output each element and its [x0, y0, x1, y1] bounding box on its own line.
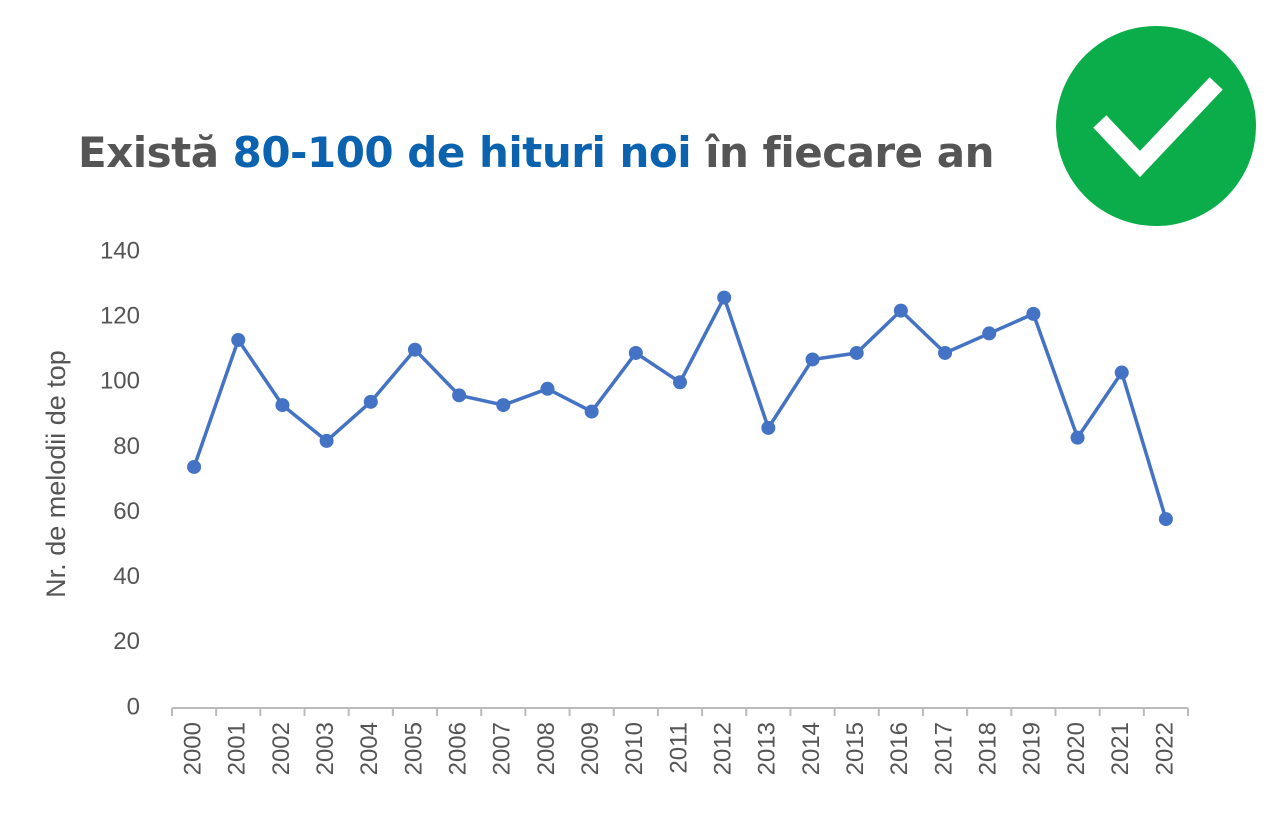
check-icon — [1056, 26, 1256, 226]
title-part: Există — [78, 128, 219, 177]
check-mark — [1093, 77, 1223, 178]
y-tick-label: 40 — [113, 563, 140, 590]
y-tick-label: 100 — [100, 368, 140, 395]
y-tick-label: 120 — [100, 302, 140, 329]
x-tick-label: 2019 — [1019, 722, 1046, 775]
x-tick-label: 2002 — [268, 722, 295, 775]
x-tick-label: 2000 — [179, 722, 206, 775]
x-tick-label: 2014 — [798, 722, 825, 775]
check-circle — [1056, 26, 1256, 226]
x-tick-label: 2003 — [312, 722, 339, 775]
data-point — [761, 420, 776, 435]
data-point — [407, 342, 422, 357]
data-point — [717, 290, 732, 305]
title-part: în fiecare an — [705, 128, 994, 177]
x-tick-label: 2011 — [665, 722, 692, 774]
x-tick-label: 2013 — [754, 722, 781, 775]
x-tick-label: 2022 — [1151, 722, 1178, 775]
x-tick-label: 2018 — [975, 722, 1002, 775]
x-tick-label: 2010 — [621, 722, 648, 775]
data-point — [982, 326, 997, 341]
data-point — [275, 398, 290, 413]
y-tick-label: 60 — [113, 498, 140, 525]
data-point — [805, 352, 820, 367]
data-point — [319, 433, 334, 448]
y-tick-label: 20 — [113, 628, 140, 655]
data-point — [540, 381, 555, 396]
x-tick-label: 2008 — [533, 722, 560, 775]
data-point — [496, 398, 511, 413]
x-tick-label: 2009 — [577, 722, 604, 775]
x-tick-label: 2017 — [930, 722, 957, 775]
x-tick-label: 2007 — [489, 722, 516, 775]
x-tick-label: 2012 — [710, 722, 737, 775]
data-point — [1026, 306, 1041, 321]
data-point — [231, 332, 246, 347]
x-tick-label: 2015 — [842, 722, 869, 775]
data-point — [1114, 365, 1129, 380]
x-tick-label: 2005 — [400, 722, 427, 775]
data-point — [452, 388, 467, 403]
data-point — [584, 404, 599, 419]
data-point — [363, 394, 378, 409]
data-point — [849, 345, 864, 360]
data-point — [1158, 512, 1173, 527]
title-highlight: 80-100 de hituri noi — [232, 128, 692, 177]
data-point — [893, 303, 908, 318]
data-point — [938, 345, 953, 360]
y-tick-label: 140 — [100, 237, 140, 264]
data-point — [1070, 430, 1085, 445]
x-tick-label: 2020 — [1063, 722, 1090, 775]
chart-title: Există 80-100 de hituri noi în fiecare a… — [78, 128, 994, 177]
y-tick-label: 80 — [113, 433, 140, 460]
x-tick-label: 2001 — [224, 722, 251, 775]
x-tick-label: 2006 — [444, 722, 471, 775]
x-tick-label: 2004 — [356, 722, 383, 775]
data-line — [192, 295, 1168, 520]
y-axis-label: Nr. de melodii de top — [41, 350, 71, 598]
data-point — [187, 459, 202, 474]
data-point — [673, 375, 687, 390]
data-point — [628, 345, 643, 360]
x-tick-label: 2021 — [1107, 722, 1134, 775]
x-tick-label: 2016 — [886, 722, 913, 775]
y-tick-label: 0 — [127, 693, 140, 720]
